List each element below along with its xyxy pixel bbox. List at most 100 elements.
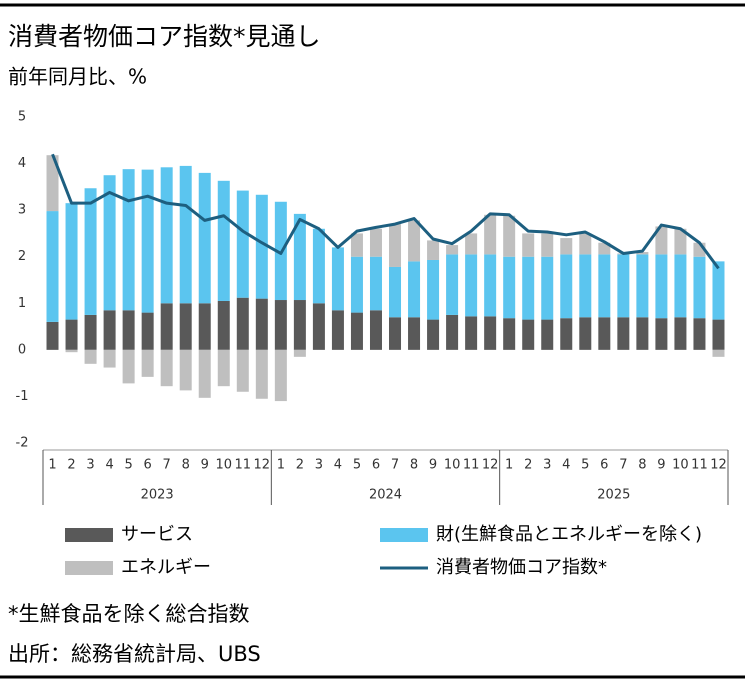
bar-segment [65, 319, 78, 350]
source: 出所：総務省統計局、UBS [8, 642, 261, 666]
bar-segment [503, 318, 516, 350]
legend-swatch [65, 528, 113, 542]
bar-segment [369, 228, 382, 257]
bar-segment [236, 349, 249, 392]
bar-segment [160, 303, 173, 350]
y-tick-label: 1 [18, 296, 26, 311]
group-label: 2025 [597, 488, 630, 503]
bar-segment [579, 254, 592, 318]
bar-segment [46, 155, 59, 212]
bar-segment [331, 310, 344, 350]
y-tick-label: 3 [18, 203, 26, 218]
bar-segment [560, 238, 573, 255]
bar-segment [636, 317, 649, 350]
bar-segment [484, 214, 497, 255]
bar-segment [198, 172, 211, 304]
bar-segment [84, 349, 97, 364]
x-tick-label: 4 [562, 458, 570, 473]
x-tick-label: 10 [215, 458, 232, 473]
x-tick-label: 11 [235, 458, 252, 473]
bar-segment [198, 303, 211, 350]
bar-segment [712, 319, 725, 350]
chart-title: 消費者物価コア指数*見通し [8, 22, 321, 51]
legend-swatch [380, 528, 428, 542]
bar-segment [350, 312, 363, 350]
bar-segment [541, 319, 554, 350]
x-tick-label: 10 [444, 458, 461, 473]
bar-segment [293, 349, 306, 357]
bar-segment [141, 169, 154, 313]
bar-segment [503, 256, 516, 319]
bar-segment [598, 242, 611, 255]
bar-segment [446, 245, 459, 255]
bar-segment [103, 310, 116, 350]
bar-segment [674, 254, 687, 318]
x-tick-label: 3 [86, 458, 94, 473]
x-tick-label: 12 [254, 458, 271, 473]
bar-segment [293, 213, 306, 301]
x-tick-label: 11 [691, 458, 708, 473]
legend-label: エネルギー [121, 557, 211, 578]
group-label: 2024 [369, 488, 402, 503]
note: *生鮮食品を除く総合指数 [8, 602, 250, 626]
bar-segment [693, 318, 706, 350]
x-tick-label: 6 [144, 458, 152, 473]
bar-segment [255, 349, 268, 399]
x-tick-label: 3 [315, 458, 323, 473]
bar-segment [465, 233, 478, 255]
bar-segment [236, 190, 249, 298]
line [51, 153, 720, 270]
bar-segment [179, 165, 192, 304]
bar-segment [579, 317, 592, 350]
bar-segment [522, 319, 535, 350]
y-tick-label: 4 [18, 156, 26, 171]
bar-segment [217, 349, 230, 387]
bar-segment [293, 300, 306, 350]
bar-segment [712, 261, 725, 320]
x-tick-label: 7 [391, 458, 399, 473]
bar-segment [217, 180, 230, 301]
y-tick-label: 5 [18, 110, 26, 125]
y-tick-label: 0 [18, 342, 26, 357]
bar-segment [484, 254, 497, 317]
bar-segment [541, 256, 554, 320]
bar-segment [236, 297, 249, 350]
bar-segment [465, 254, 478, 317]
legend-label: 消費者物価コア指数* [436, 557, 607, 578]
x-tick-label: 1 [277, 458, 285, 473]
bar-segment [255, 194, 268, 299]
bar-segment [217, 300, 230, 350]
bar-segment [446, 254, 459, 315]
x-tick-label: 12 [710, 458, 727, 473]
x-tick-label: 4 [105, 458, 113, 473]
bar-segment [389, 224, 402, 267]
bar-segment [446, 314, 459, 350]
x-tick-label: 6 [600, 458, 608, 473]
x-tick-label: 5 [353, 458, 361, 473]
bar-segment [427, 259, 440, 320]
x-tick-label: 2 [296, 458, 304, 473]
x-tick-label: 3 [543, 458, 551, 473]
bar-segment [312, 228, 325, 304]
bar-segment [617, 317, 630, 350]
bar-segment [179, 303, 192, 350]
x-tick-label: 2 [524, 458, 532, 473]
x-tick-label: 9 [201, 458, 209, 473]
bar-segment [141, 312, 154, 350]
bar-segment [655, 318, 668, 350]
bar-segment [693, 256, 706, 319]
bar-segment [179, 349, 192, 391]
x-tick-label: 8 [638, 458, 646, 473]
bar-segment [65, 349, 78, 353]
bar-segment [84, 188, 97, 315]
bar-segment [369, 256, 382, 311]
bar-segment [465, 316, 478, 350]
bar-segment [427, 319, 440, 350]
bar-segment [655, 226, 668, 255]
group-label: 2023 [141, 488, 174, 503]
bar-segment [522, 256, 535, 320]
bar-segment [350, 256, 363, 313]
bar-segment [122, 169, 135, 311]
subtitle: 前年同月比、% [8, 65, 147, 89]
